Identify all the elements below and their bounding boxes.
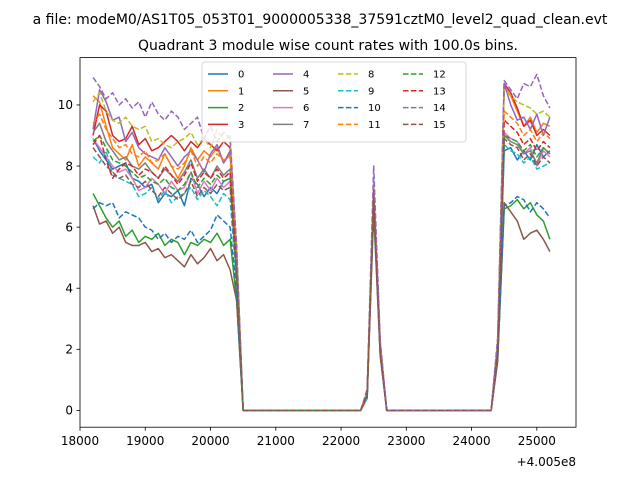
legend-label-5: 5 [303, 86, 309, 97]
x-tick-label: 21000 [257, 434, 295, 448]
x-tick-label: 24000 [452, 434, 490, 448]
series-line-10 [92, 195, 551, 412]
legend-label-2: 2 [238, 103, 244, 114]
y-tick-label: 4 [65, 282, 73, 296]
series-line-12 [92, 134, 551, 412]
legend-label-15: 15 [433, 120, 446, 131]
legend-label-0: 0 [238, 70, 244, 81]
legend-label-8: 8 [368, 70, 374, 81]
series-line-0 [92, 138, 551, 412]
x-tick-label: 22000 [322, 434, 360, 448]
legend-label-3: 3 [238, 120, 244, 131]
series-line-9 [92, 143, 551, 412]
legend-label-9: 9 [368, 86, 374, 97]
series-line-13 [92, 119, 551, 412]
y-tick-label: 6 [65, 220, 73, 234]
x-tick-label: 18000 [61, 434, 99, 448]
legend-label-1: 1 [238, 86, 244, 97]
y-tick-label: 8 [65, 159, 73, 173]
chart-title: Quadrant 3 module wise count rates with … [138, 38, 518, 54]
x-tick-label: 20000 [191, 434, 229, 448]
series-line-2 [92, 193, 551, 412]
x-offset-text: +4.005e8 [517, 455, 576, 469]
series-line-15 [92, 137, 551, 412]
x-tick-label: 19000 [126, 434, 164, 448]
x-tick-label: 23000 [387, 434, 425, 448]
legend-label-14: 14 [433, 103, 446, 114]
series-line-5 [92, 201, 551, 412]
legend-label-12: 12 [433, 70, 446, 81]
y-tick-label: 10 [58, 98, 73, 112]
x-tick-label: 25000 [518, 434, 556, 448]
legend-label-11: 11 [368, 120, 381, 131]
x-axis: 18000 19000 20000 21000 22000 23000 24000 25000 [61, 427, 556, 448]
y-tick-label: 0 [65, 404, 73, 418]
figure-suptitle: a file: modeM0/AS1T05_053T01_9000005338_… [33, 12, 608, 28]
legend-label-6: 6 [303, 103, 309, 114]
series-line-7 [92, 122, 551, 412]
series-line-11 [92, 110, 551, 412]
axes-frame [79, 57, 577, 428]
legend-label-13: 13 [433, 86, 446, 97]
y-tick-label: 2 [65, 343, 73, 357]
legend-label-7: 7 [303, 120, 309, 131]
plot-area [92, 73, 551, 412]
legend-label-10: 10 [368, 103, 381, 114]
legend-box [201, 61, 467, 143]
y-axis: 0 2 4 6 8 10 [58, 98, 80, 418]
legend-label-4: 4 [303, 70, 309, 81]
